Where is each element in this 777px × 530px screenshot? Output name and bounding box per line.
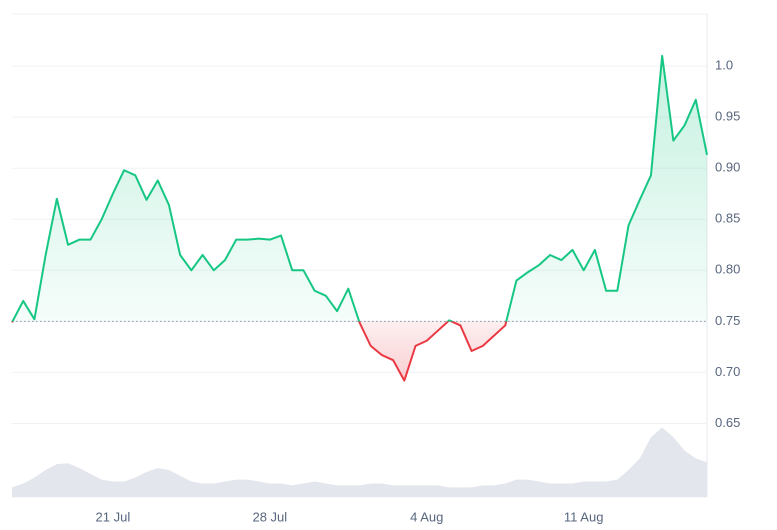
x-tick-label: 28 Jul [252,509,287,524]
x-tick-label: 11 Aug [564,509,604,524]
y-tick-label: 1.0 [715,58,733,73]
y-tick-label: 0.90 [715,160,740,175]
y-tick-label: 0.85 [715,211,740,226]
x-tick-label: 4 Aug [410,509,443,524]
y-tick-label: 0.75 [715,313,740,328]
y-tick-label: 0.70 [715,364,740,379]
y-tick-label: 0.65 [715,415,740,430]
y-tick-label: 0.80 [715,262,740,277]
x-tick-label: 21 Jul [96,509,131,524]
volume-area [12,427,707,497]
price-line [11,54,708,382]
price-area [12,55,707,381]
y-tick-label: 0.95 [715,109,740,124]
